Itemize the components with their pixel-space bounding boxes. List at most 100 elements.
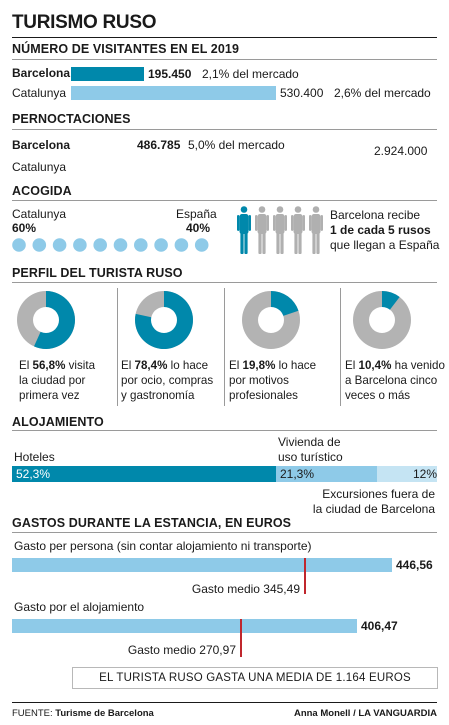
footer-credit: Anna Monell / LA VANGUARDIA xyxy=(293,708,437,719)
moon-icon xyxy=(276,160,283,172)
reception-dot xyxy=(154,238,168,252)
spending-per-person-avg-marker xyxy=(304,558,306,594)
moon-icon xyxy=(83,138,90,150)
nights-catalunya-moons xyxy=(71,160,428,172)
profile-donut-leisure xyxy=(135,291,193,349)
moon-icon xyxy=(264,160,271,172)
profile-text-repeat: El 10,4% ha venido a Barcelona cinco vec… xyxy=(345,359,445,402)
reception-left-label: Catalunya xyxy=(12,207,67,221)
moon-icon xyxy=(71,160,77,172)
visitors-heading: NÚMERO DE VISITANTES EN EL 2019 xyxy=(12,42,239,56)
nights-catalunya-label: Catalunya xyxy=(12,160,67,174)
profile-divider-3 xyxy=(340,288,341,406)
chart-title: TURISMO RUSO xyxy=(12,12,157,33)
reception-dot xyxy=(93,238,107,252)
nights-rule xyxy=(12,129,437,130)
moon-icon xyxy=(385,160,392,172)
moon-icon xyxy=(228,160,235,172)
person-icon-highlighted xyxy=(237,206,251,254)
profile-donut-first-visit xyxy=(17,291,75,349)
moon-icon xyxy=(107,160,114,172)
profile-divider-2 xyxy=(224,288,225,406)
nights-heading: PERNOCTACIONES xyxy=(12,112,131,126)
moon-icon xyxy=(71,138,77,150)
reception-left-value: 60% xyxy=(12,221,37,235)
reception-dot xyxy=(73,238,87,252)
profile-heading: PERFIL DEL TURISTA RUSO xyxy=(12,266,183,280)
lodging-hotels-label: Hoteles xyxy=(14,450,55,464)
moon-icon xyxy=(349,160,356,172)
profile-donut-business xyxy=(242,291,300,349)
moon-icon xyxy=(337,160,344,172)
reception-dot xyxy=(194,238,209,252)
moon-icon xyxy=(179,160,186,172)
visitors-rule xyxy=(12,59,437,60)
spending-total-box: EL TURISTA RUSO GASTA UNA MEDIA DE 1.164… xyxy=(72,667,438,689)
profile-donut-repeat xyxy=(353,291,411,349)
moon-icon xyxy=(95,160,102,172)
reception-right-value: 40% xyxy=(186,221,211,235)
spending-per-person-avg: Gasto medio 345,49 xyxy=(191,582,300,596)
visitors-barcelona-bar xyxy=(71,67,144,81)
profile-text-leisure: El 78,4% lo hace por ocio, compras y gas… xyxy=(121,359,214,402)
footer-rule xyxy=(12,702,437,703)
lodging-excursion-line1: Excursiones fuera de xyxy=(322,487,435,501)
lodging-excursion-value: 12% xyxy=(413,467,438,481)
moon-icon xyxy=(409,160,416,172)
moon-icon xyxy=(252,160,259,172)
person-icon xyxy=(255,206,269,254)
donut-hole-repeat xyxy=(369,307,395,333)
moon-icon xyxy=(216,160,223,172)
reception-dot xyxy=(113,238,128,252)
donut-hole-business xyxy=(258,307,284,333)
reception-right-label: España xyxy=(176,207,217,221)
moon-icon xyxy=(300,160,307,172)
moon-icon xyxy=(240,160,247,172)
moon-icon xyxy=(361,160,368,172)
profile-text-first-visit: El 56,8% visita la ciudad por primera ve… xyxy=(19,359,96,402)
spending-lodging-label: Gasto por el alojamiento xyxy=(14,600,145,614)
lodging-excursion-bar xyxy=(377,466,437,482)
moon-icon xyxy=(204,160,211,172)
visitors-barcelona-share: 2,1% del mercado xyxy=(202,67,299,81)
moon-icon xyxy=(95,138,102,150)
moon-icon xyxy=(313,160,319,172)
moon-icon xyxy=(192,160,198,172)
moon-icon xyxy=(373,160,380,172)
donut-hole-leisure xyxy=(151,307,177,333)
lodging-vivienda-value: 21,3% xyxy=(280,467,315,481)
spending-per-person-value: 446,56 xyxy=(396,558,433,572)
profile-divider-1 xyxy=(117,288,118,406)
reception-text-line1: Barcelona recibe xyxy=(330,208,421,222)
nights-barcelona-share: 5,0% del mercado xyxy=(188,138,285,152)
reception-dots xyxy=(12,238,209,252)
spending-lodging-bar xyxy=(12,619,357,633)
moon-icon xyxy=(119,138,126,150)
moon-icon xyxy=(131,160,138,172)
moon-icon xyxy=(155,160,162,172)
reception-dot xyxy=(32,238,47,252)
reception-dot xyxy=(174,238,189,252)
moon-icon xyxy=(143,160,150,172)
person-icon xyxy=(291,206,305,254)
visitors-catalunya-bar xyxy=(71,86,276,100)
visitors-catalunya-value: 530.400 xyxy=(280,86,324,100)
spending-rule xyxy=(12,532,437,533)
reception-dot xyxy=(134,238,148,252)
nights-barcelona-value: 486.785 xyxy=(137,138,181,152)
lodging-heading: ALOJAMIENTO xyxy=(12,415,104,429)
profile-rule xyxy=(12,282,437,283)
spending-per-person-label: Gasto per persona (sin contar alojamient… xyxy=(14,539,312,553)
title-rule xyxy=(12,37,437,38)
moon-icon xyxy=(288,160,295,172)
moon-icon xyxy=(119,160,126,172)
moon-icon xyxy=(397,160,404,172)
moon-icon xyxy=(421,160,428,172)
donut-hole-first-visit xyxy=(33,307,59,333)
reception-dot xyxy=(52,238,67,252)
reception-rule xyxy=(12,200,437,201)
person-icon xyxy=(273,206,287,254)
spending-lodging-avg: Gasto medio 270,97 xyxy=(127,643,236,657)
lodging-rule xyxy=(12,430,437,431)
nights-barcelona-moons xyxy=(71,138,126,150)
